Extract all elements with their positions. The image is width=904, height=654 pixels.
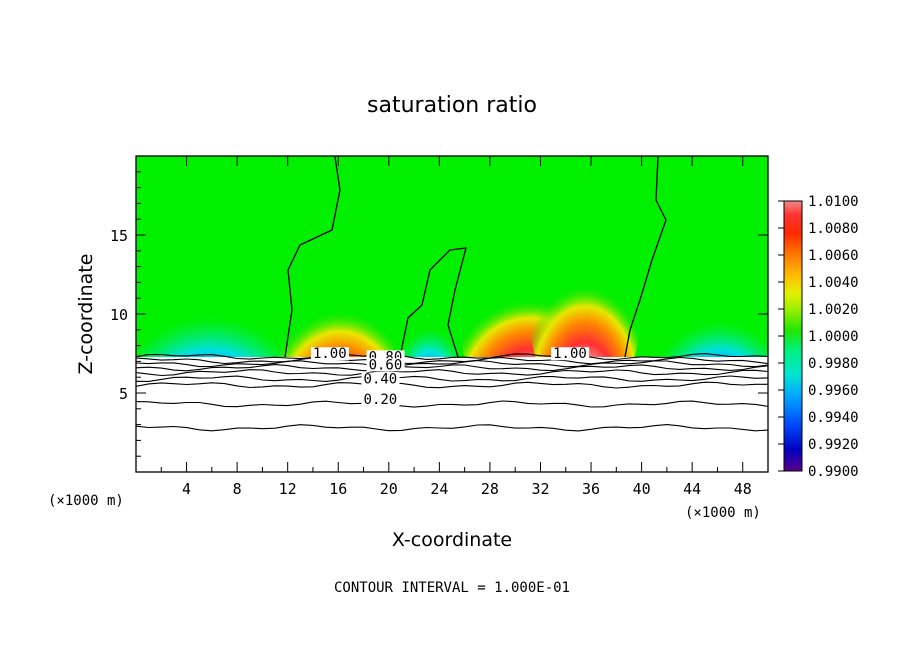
x-tick-label: 20: [380, 480, 398, 498]
contour-label-backdrop: [361, 393, 400, 407]
contour-labels: 1.00 0.800.600.400.201.00: [310, 346, 590, 408]
y-tick-label: 10: [110, 306, 128, 324]
x-tick-label: 12: [279, 480, 297, 498]
chart-title: saturation ratio: [367, 93, 537, 118]
contour-label: 1.00: [313, 346, 347, 362]
contour-label-backdrop: [310, 347, 349, 361]
x-tick-label: 28: [481, 480, 499, 498]
colorbar-level-label: 0.9980: [808, 356, 859, 372]
x-tick-label: 32: [531, 480, 549, 498]
contour-label: 0.60: [369, 357, 403, 373]
contour-label: 0.40: [364, 372, 398, 388]
x-tick-label: 16: [329, 480, 347, 498]
colorbar-labels: 1.0100 1.0080 1.0060 1.0040 1.0020 1.0000 0.99…: [778, 194, 859, 480]
ground-contour-line: [136, 360, 768, 368]
ground-contour-line: [136, 400, 768, 408]
contour-label-backdrop: [366, 358, 405, 372]
x-tick-label: 24: [430, 480, 448, 498]
x-unit-right: (×1000 m): [685, 505, 761, 521]
ground-contour-line: [136, 369, 768, 377]
colorbar-level-label: 0.9940: [808, 410, 859, 426]
x-tick-label: 36: [582, 480, 600, 498]
contour-line-1.00-c: [624, 156, 667, 358]
colorbar-gradient: [783, 200, 803, 472]
x-unit-left: (×1000 m): [48, 493, 124, 509]
colorbar-level-label: 1.0080: [808, 221, 859, 237]
contour-line-1.00-a: [284, 156, 341, 358]
ground-contour-line: [136, 375, 768, 382]
contour-label-backdrop: [361, 372, 400, 386]
x-tick-label: 8: [233, 480, 242, 498]
saturation-field: 1.00 0.800.600.400.201.00: [136, 156, 768, 472]
contour-label: 1.00: [553, 346, 587, 362]
colorbar-level-label: 1.0040: [808, 275, 859, 291]
ground-contour-line: [136, 353, 768, 361]
x-axis-label: X-coordinate: [392, 529, 512, 551]
colorbar-level-label: 1.0100: [808, 194, 859, 210]
contour-line-1.00-b: [399, 247, 467, 358]
y-tick-label: 15: [110, 227, 128, 245]
x-axis-ticks: 4 8 12 16 20 24 28 32 36 40 44 48: [160, 156, 752, 498]
colorbar-level-label: 0.9900: [808, 464, 859, 480]
colorbar-level-label: 1.0000: [808, 329, 859, 345]
colorbar-level-label: 1.0060: [808, 248, 859, 264]
ground-contours: [136, 353, 768, 432]
y-axis-ticks: 5 10 15: [110, 171, 768, 457]
contour-label: 0.20: [364, 392, 398, 408]
x-tick-label: 48: [734, 480, 752, 498]
y-tick-label: 5: [119, 385, 128, 403]
colorbar-level-label: 1.0020: [808, 302, 859, 318]
x-tick-label: 4: [182, 480, 191, 498]
x-tick-label: 44: [683, 480, 701, 498]
y-axis-label: Z-coordinate: [75, 254, 97, 375]
contour-label-backdrop: [551, 347, 590, 361]
ground-contour-line: [136, 381, 768, 389]
colorbar-level-label: 0.9920: [808, 437, 859, 453]
colorbar: 1.0100 1.0080 1.0060 1.0040 1.0020 1.0000 0.99…: [778, 194, 859, 480]
ground-contour-line: [136, 424, 768, 432]
x-tick-label: 40: [633, 480, 651, 498]
ground-contour-line: [136, 364, 768, 372]
contour-interval-footer: CONTOUR INTERVAL = 1.000E-01: [334, 580, 570, 596]
colorbar-level-label: 0.9960: [808, 383, 859, 399]
ground-contour-line: [136, 356, 768, 365]
